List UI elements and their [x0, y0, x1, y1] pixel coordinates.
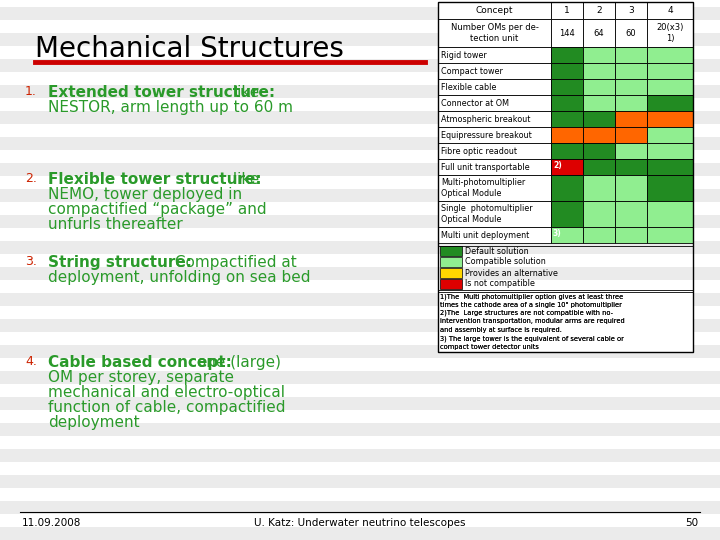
Bar	[583, 175, 615, 201]
Text: 3) The large tower is the equivalent of several cable or: 3) The large tower is the equivalent of …	[440, 335, 624, 342]
Text: 1: 1	[564, 6, 570, 15]
Text: 2)The  Large structures are not compatible with no-: 2)The Large structures are not compatibl…	[440, 310, 613, 316]
Bar	[647, 19, 693, 47]
Bar	[438, 79, 551, 95]
Bar	[647, 159, 693, 175]
Bar	[438, 63, 551, 79]
Bar	[440, 246, 462, 256]
Bar	[615, 63, 647, 79]
Bar	[438, 201, 551, 227]
Bar	[0, 319, 720, 332]
Bar	[615, 127, 647, 143]
Bar	[647, 111, 693, 127]
Text: Multi-photomultiplier
Optical Module: Multi-photomultiplier Optical Module	[441, 178, 526, 198]
Bar	[551, 63, 583, 79]
Bar	[438, 47, 551, 63]
Bar	[438, 2, 551, 19]
Bar	[647, 47, 693, 63]
Bar	[440, 279, 462, 289]
Bar	[440, 257, 462, 267]
Bar	[0, 111, 720, 124]
Bar	[647, 63, 693, 79]
Bar	[551, 201, 583, 227]
Bar	[583, 2, 615, 19]
Bar	[583, 47, 615, 63]
Bar	[0, 371, 720, 384]
Text: 1)The  Multi photomultiplier option gives at least three: 1)The Multi photomultiplier option gives…	[440, 293, 624, 300]
Bar	[0, 345, 720, 358]
Text: NEMO, tower deployed in: NEMO, tower deployed in	[48, 187, 242, 202]
Bar	[0, 163, 720, 176]
Bar	[551, 111, 583, 127]
Bar	[615, 79, 647, 95]
Bar	[647, 95, 693, 111]
Bar	[615, 201, 647, 227]
Text: 3): 3)	[553, 229, 562, 238]
Bar	[615, 95, 647, 111]
Text: Atmospheric breakout: Atmospheric breakout	[441, 114, 531, 124]
Bar	[0, 85, 720, 98]
Text: and assembly at surface is required.: and assembly at surface is required.	[440, 327, 562, 333]
Text: Compatible solution: Compatible solution	[465, 258, 546, 267]
Text: deployment, unfolding on sea bed: deployment, unfolding on sea bed	[48, 270, 310, 285]
Text: 20(x3)
1): 20(x3) 1)	[657, 23, 684, 43]
Bar	[438, 227, 551, 243]
Bar	[615, 159, 647, 175]
Text: Concept: Concept	[476, 6, 513, 15]
Text: 3: 3	[628, 6, 634, 15]
Text: compactified “package” and: compactified “package” and	[48, 202, 266, 217]
Text: 1)The  Multi photomultiplier option gives at least three: 1)The Multi photomultiplier option gives…	[440, 293, 624, 300]
Bar	[615, 47, 647, 63]
Text: 2)The  Large structures are not compatible with no-: 2)The Large structures are not compatibl…	[440, 310, 613, 316]
Bar	[583, 201, 615, 227]
Text: Default solution: Default solution	[465, 246, 528, 255]
Bar	[647, 175, 693, 201]
Bar	[551, 79, 583, 95]
Text: like: like	[228, 172, 259, 187]
Bar	[615, 2, 647, 19]
Bar	[615, 227, 647, 243]
Bar	[0, 293, 720, 306]
Bar	[583, 79, 615, 95]
Text: U. Katz: Underwater neutrino telescopes: U. Katz: Underwater neutrino telescopes	[254, 518, 466, 528]
Bar	[583, 127, 615, 143]
Text: Full unit transportable: Full unit transportable	[441, 163, 530, 172]
Text: 2): 2)	[553, 161, 562, 170]
Bar	[647, 201, 693, 227]
Text: Extended tower structure:: Extended tower structure:	[48, 85, 275, 100]
Bar	[438, 143, 551, 159]
Bar	[615, 143, 647, 159]
Text: 4.: 4.	[25, 355, 37, 368]
Bar	[615, 111, 647, 127]
Bar	[615, 19, 647, 47]
Bar	[438, 19, 551, 47]
Bar	[615, 175, 647, 201]
Text: Provides an alternative: Provides an alternative	[465, 268, 558, 278]
Text: 60: 60	[626, 29, 636, 37]
Bar	[647, 79, 693, 95]
Bar	[551, 227, 583, 243]
Text: function of cable, compactified: function of cable, compactified	[48, 400, 286, 415]
Bar	[551, 159, 583, 175]
Bar	[647, 127, 693, 143]
Bar	[583, 63, 615, 79]
Text: Single  photomultiplier
Optical Module: Single photomultiplier Optical Module	[441, 204, 533, 224]
Bar	[0, 59, 720, 72]
Bar	[551, 2, 583, 19]
Bar	[551, 143, 583, 159]
Bar	[0, 397, 720, 410]
Text: compact tower detector units: compact tower detector units	[440, 344, 539, 350]
Bar	[0, 423, 720, 436]
Bar	[438, 175, 551, 201]
Text: deployment: deployment	[48, 415, 140, 430]
Text: Flexible tower structure:: Flexible tower structure:	[48, 172, 261, 187]
Text: Rigid tower: Rigid tower	[441, 51, 487, 59]
Bar	[438, 2, 693, 352]
Bar	[583, 159, 615, 175]
Bar	[438, 246, 693, 290]
Bar	[0, 33, 720, 46]
Text: 1.: 1.	[25, 85, 37, 98]
Text: times the cathode area of a single 10" photomultiplier: times the cathode area of a single 10" p…	[440, 301, 622, 307]
Bar	[438, 292, 693, 352]
Text: unfurls thereafter: unfurls thereafter	[48, 217, 183, 232]
